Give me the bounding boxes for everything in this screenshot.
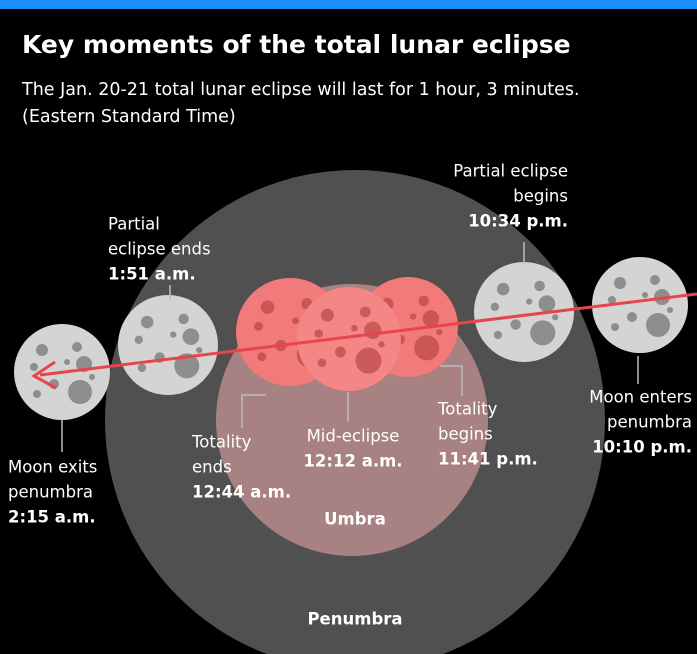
label-time: 1:51 a.m. <box>108 265 196 284</box>
crater <box>351 325 358 332</box>
label-line: begins <box>513 187 568 206</box>
infographic: Key moments of the total lunar eclipse T… <box>0 0 697 654</box>
subtitle: The Jan. 20-21 total lunar eclipse will … <box>21 80 580 100</box>
crater <box>614 277 626 289</box>
subtitle: (Eastern Standard Time) <box>22 107 236 127</box>
crater <box>642 292 648 298</box>
crater <box>530 320 555 345</box>
crater <box>646 313 670 337</box>
crater <box>552 314 558 320</box>
crater <box>257 352 266 361</box>
label-time: 11:41 p.m. <box>438 450 538 469</box>
crater <box>526 298 532 304</box>
crater <box>314 329 323 338</box>
crater <box>494 331 502 339</box>
crater <box>292 317 299 324</box>
label-time: 10:34 p.m. <box>468 212 568 231</box>
moon <box>297 287 401 391</box>
crater <box>436 329 442 335</box>
crater <box>497 283 510 296</box>
crater <box>510 319 520 329</box>
crater <box>491 303 499 311</box>
label-line: Moon enters <box>589 388 692 407</box>
crater <box>318 359 327 368</box>
crater <box>534 281 544 291</box>
crater <box>414 335 439 360</box>
crater <box>261 301 275 315</box>
crater <box>196 347 202 353</box>
crater <box>183 328 200 345</box>
label-line: begins <box>438 425 493 444</box>
crater <box>627 312 637 322</box>
crater <box>335 347 346 358</box>
crater <box>418 296 428 306</box>
crater <box>135 336 143 344</box>
moon <box>118 295 218 395</box>
crater <box>410 313 416 319</box>
crater <box>72 342 82 352</box>
crater <box>30 363 38 371</box>
label-line: eclipse ends <box>108 240 211 259</box>
crater <box>36 344 48 356</box>
crater <box>321 309 334 322</box>
crater <box>178 314 188 324</box>
crater <box>423 310 440 327</box>
crater <box>378 341 385 348</box>
crater <box>360 307 371 318</box>
label-line: Partial <box>108 215 160 234</box>
label-line: Mid-eclipse <box>307 427 400 446</box>
crater <box>64 359 70 365</box>
label-line: ends <box>192 458 232 477</box>
label-line: Partial eclipse <box>453 162 568 181</box>
label-line: penumbra <box>607 413 692 432</box>
title: Key moments of the total lunar eclipse <box>22 30 571 59</box>
label-time: 10:10 p.m. <box>592 438 692 457</box>
crater <box>364 322 381 339</box>
crater <box>356 348 382 374</box>
label-time: 12:44 a.m. <box>192 483 291 502</box>
crater <box>611 323 619 331</box>
crater <box>539 295 556 312</box>
penumbra-label: Penumbra <box>307 610 402 629</box>
label-line: Moon exits <box>8 458 97 477</box>
label-time: 12:12 a.m. <box>303 452 402 471</box>
crater <box>650 275 660 285</box>
label-time: 2:15 a.m. <box>8 508 96 527</box>
umbra-label: Umbra <box>324 510 386 529</box>
label-line: Totality <box>437 400 498 419</box>
crater <box>138 364 146 372</box>
label-line: penumbra <box>8 483 93 502</box>
crater <box>89 374 95 380</box>
crater <box>667 307 673 313</box>
crater <box>33 390 41 398</box>
label-line: Totality <box>191 433 252 452</box>
crater <box>141 316 154 329</box>
top-bar <box>0 0 697 9</box>
crater <box>170 331 176 337</box>
crater <box>68 380 92 404</box>
crater <box>254 322 263 331</box>
